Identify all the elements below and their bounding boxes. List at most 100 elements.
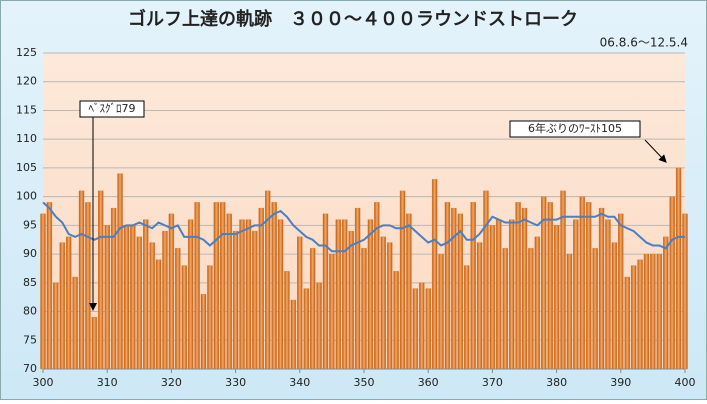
bar — [277, 219, 284, 370]
bar — [476, 242, 483, 370]
x-tick-label: 300 — [33, 376, 54, 389]
bar — [104, 225, 110, 370]
bar — [40, 213, 46, 370]
y-tick-label: 120 — [16, 75, 37, 88]
y-tick-label: 85 — [23, 276, 37, 289]
bar — [489, 225, 496, 370]
bar — [547, 202, 553, 370]
bar — [239, 219, 245, 370]
bar — [309, 248, 316, 370]
y-tick-label: 75 — [23, 333, 37, 346]
annotation: 6年ぶりのﾜｰｽﾄ105 — [509, 120, 667, 163]
bar — [78, 190, 85, 370]
x-tick-label: 310 — [97, 376, 118, 389]
bar — [117, 173, 123, 370]
bar — [457, 213, 464, 370]
bar — [624, 276, 630, 370]
bar — [386, 242, 393, 370]
bar — [53, 282, 59, 370]
bar — [136, 236, 143, 370]
bar — [329, 253, 335, 370]
bar — [630, 265, 637, 370]
bar — [438, 253, 444, 370]
bar — [611, 242, 618, 370]
bar — [605, 219, 611, 370]
bar — [502, 248, 508, 370]
bar — [650, 253, 656, 370]
bar — [406, 213, 412, 370]
bar — [162, 230, 168, 370]
bar — [143, 219, 149, 370]
bar — [496, 219, 502, 370]
bar — [284, 271, 290, 370]
bar — [399, 190, 406, 370]
bar — [245, 219, 252, 370]
bar — [521, 207, 528, 370]
bar — [207, 265, 213, 370]
bar — [59, 242, 65, 370]
bar — [72, 276, 78, 370]
bar — [98, 190, 104, 370]
bar — [669, 196, 675, 370]
bar — [85, 202, 91, 370]
bar — [290, 299, 297, 370]
bar — [297, 236, 303, 370]
y-tick-label: 90 — [23, 247, 37, 260]
bar — [130, 225, 136, 370]
bar — [637, 259, 643, 370]
plot-layer: 70 75 80 85 90 95 100 105 110 115 120 125 300 310 320 3… — [16, 46, 696, 389]
y-tick-label: 70 — [23, 362, 37, 375]
bar — [123, 225, 130, 370]
bar — [553, 225, 560, 370]
bar — [675, 167, 682, 370]
bar — [412, 288, 419, 370]
bar — [566, 253, 573, 370]
bar — [335, 219, 342, 370]
bar — [149, 242, 155, 370]
bar — [258, 207, 264, 370]
bar — [168, 213, 175, 370]
y-tick-label: 105 — [16, 161, 37, 174]
bar — [187, 219, 194, 370]
bar — [303, 288, 309, 370]
bar — [316, 282, 322, 370]
bar — [232, 230, 239, 370]
bar — [393, 271, 399, 370]
x-tick-label: 320 — [161, 376, 182, 389]
bar — [361, 248, 367, 370]
bar — [656, 253, 663, 370]
bar — [322, 213, 329, 370]
bar — [573, 219, 579, 370]
x-tick-label: 360 — [418, 376, 439, 389]
bar — [419, 282, 425, 370]
bar — [348, 230, 354, 370]
bar — [65, 236, 72, 370]
bar — [46, 202, 53, 370]
bar — [585, 202, 592, 370]
bar — [213, 202, 220, 370]
bar — [618, 213, 624, 370]
subtitle: 06.8.6～12.5.4 — [600, 36, 688, 50]
bar — [200, 294, 207, 370]
x-tick-label: 400 — [675, 376, 696, 389]
annotation-arrow — [644, 139, 667, 163]
bar — [598, 207, 605, 370]
y-tick-label: 100 — [16, 190, 37, 203]
annotation: ﾍﾞｽｸﾞﾛ79 — [79, 100, 145, 311]
bar — [271, 202, 277, 370]
bar — [470, 202, 476, 370]
bar — [464, 265, 470, 370]
bar — [663, 236, 669, 370]
y-tick-label: 95 — [23, 218, 37, 231]
y-tick-label: 110 — [16, 132, 37, 145]
x-tick-label: 330 — [225, 376, 246, 389]
bar — [181, 265, 187, 370]
bar — [110, 207, 117, 370]
bar — [592, 248, 598, 370]
y-tick-label: 125 — [16, 46, 37, 59]
bar — [220, 202, 226, 370]
bar — [483, 190, 489, 370]
bar — [528, 248, 534, 370]
bar — [367, 219, 374, 370]
